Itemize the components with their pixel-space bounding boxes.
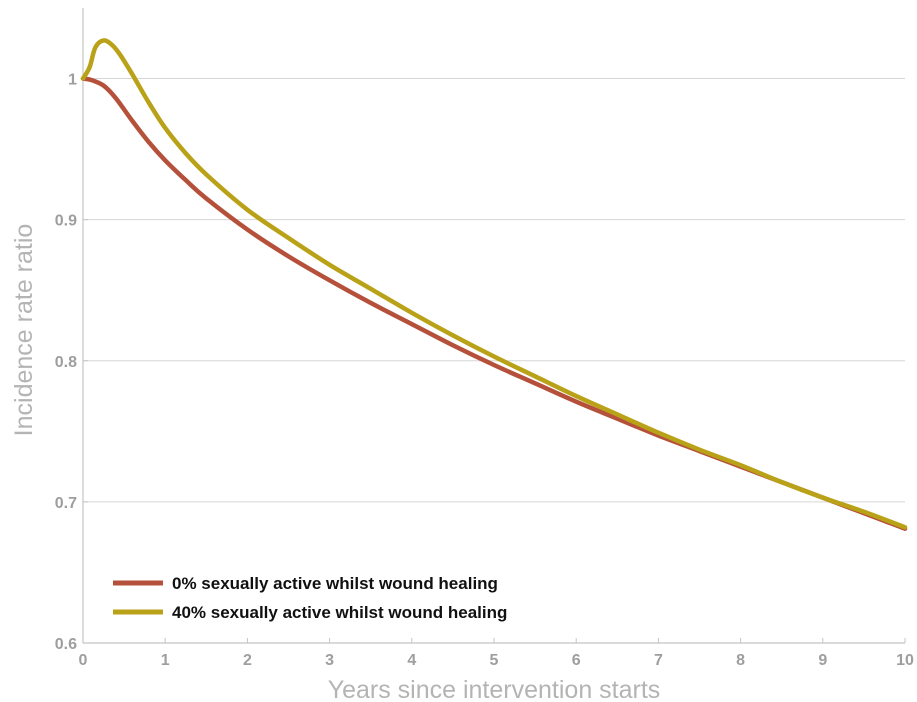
x-tick-label: 1 (161, 652, 170, 669)
x-tick-label: 5 (490, 652, 499, 669)
series-line-0-percent (80, 76, 908, 531)
legend: 0% sexually active whilst wound healing … (113, 574, 507, 622)
x-tick-label: 10 (896, 652, 914, 669)
x-axis-title: Years since intervention starts (328, 676, 661, 702)
x-tick-label: 4 (407, 652, 416, 669)
x-tick-label: 6 (572, 652, 581, 669)
y-tick-label: 0.9 (55, 213, 77, 230)
x-tick-label: 0 (79, 652, 88, 669)
y-axis-title: Incidence rate ratio (10, 224, 38, 437)
gridlines (83, 78, 905, 503)
y-tick-label: 1 (68, 72, 77, 89)
tick-labels: 0 1 2 3 4 5 6 7 8 9 10 0.6 0.7 0.8 0.9 1 (55, 72, 914, 669)
axes (82, 8, 906, 644)
legend-label-40-percent: 40% sexually active whilst wound healing (172, 603, 507, 622)
x-tick-label: 7 (654, 652, 663, 669)
x-tick-label: 3 (325, 652, 334, 669)
legend-label-0-percent: 0% sexually active whilst wound healing (172, 574, 498, 593)
series-lines (80, 38, 908, 531)
series-line-40-percent (80, 38, 908, 530)
y-tick-label: 0.6 (55, 636, 77, 653)
x-tick-label: 9 (818, 652, 827, 669)
y-tick-label: 0.8 (55, 354, 77, 371)
y-tick-label: 0.7 (55, 495, 77, 512)
x-tick-label: 8 (736, 652, 745, 669)
x-tick-label: 2 (243, 652, 252, 669)
